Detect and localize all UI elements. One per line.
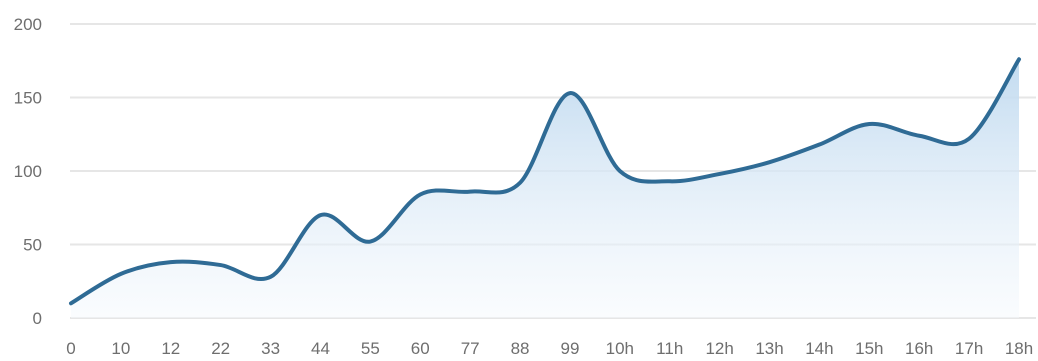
data-point-99 (568, 91, 572, 95)
data-point-17h (967, 137, 971, 141)
y-tick-label: 100 (14, 162, 42, 181)
data-point-10h (618, 169, 622, 173)
x-tick-label: 18h (1005, 339, 1033, 358)
data-point-0 (69, 301, 73, 305)
x-tick-label: 33 (261, 339, 280, 358)
data-point-77 (468, 190, 472, 194)
x-tick-label: 13h (755, 339, 783, 358)
data-point-16h (917, 134, 921, 138)
data-point-33 (269, 275, 273, 279)
x-tick-label: 88 (511, 339, 530, 358)
area-fill (71, 59, 1019, 318)
x-tick-label: 99 (560, 339, 579, 358)
x-tick-label: 15h (855, 339, 883, 358)
x-tick-label: 12h (705, 339, 733, 358)
y-tick-label: 200 (14, 15, 42, 34)
x-tick-label: 17h (955, 339, 983, 358)
data-point-13h (768, 160, 772, 164)
y-tick-label: 0 (33, 309, 42, 328)
x-tick-label: 0 (66, 339, 75, 358)
x-tick-label: 11h (656, 339, 683, 358)
x-tick-label: 77 (461, 339, 480, 358)
data-point-44 (318, 213, 322, 217)
data-point-88 (518, 181, 522, 185)
x-tick-label: 60 (411, 339, 430, 358)
x-tick-label: 12 (161, 339, 180, 358)
data-point-10 (119, 272, 123, 276)
data-point-22 (219, 263, 223, 267)
x-tick-label: 22 (211, 339, 230, 358)
x-axis: 0 10 12 22 33 44 55 60 77 88 99 10h 11h 12h 13h 14h 15h 1… (66, 339, 1033, 358)
y-tick-label: 50 (23, 236, 42, 255)
x-tick-label: 10 (111, 339, 130, 358)
x-tick-label: 14h (805, 339, 833, 358)
x-tick-label: 16h (905, 339, 933, 358)
data-point-60 (418, 193, 422, 197)
data-point-12h (718, 172, 722, 176)
x-tick-label: 10h (606, 339, 634, 358)
data-point-15h (867, 122, 871, 126)
y-axis: 0 50 100 150 200 (14, 15, 42, 328)
x-tick-label: 44 (311, 339, 330, 358)
series-line (69, 57, 1021, 306)
y-tick-label: 150 (14, 89, 42, 108)
data-point-12 (169, 260, 173, 264)
data-point-11h (668, 179, 672, 183)
x-tick-label: 55 (361, 339, 380, 358)
data-point-55 (368, 240, 372, 244)
data-point-14h (817, 143, 821, 147)
data-point-18h (1017, 57, 1021, 61)
